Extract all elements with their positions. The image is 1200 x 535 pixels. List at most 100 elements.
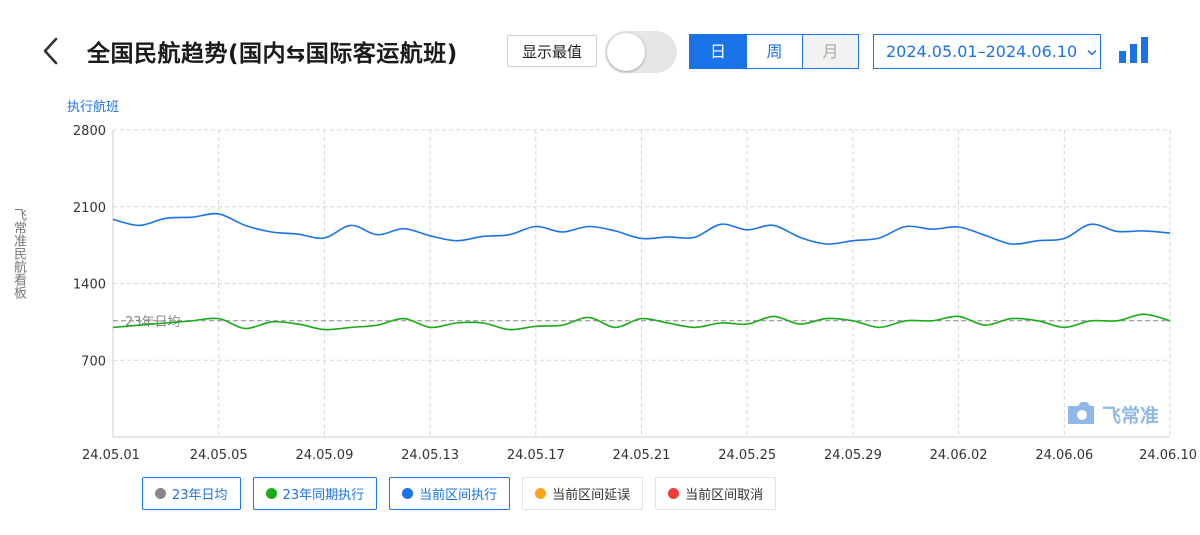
data-point[interactable] [560,323,564,327]
tab-week[interactable]: 周 [746,35,802,68]
data-point[interactable] [956,314,960,318]
data-point[interactable] [798,322,802,326]
side-vertical-label: 飞常准民航看板 [11,208,26,299]
data-point[interactable] [1141,312,1145,316]
data-point[interactable] [771,223,775,227]
legend-item-2023-avg[interactable]: 23年日均 [142,477,241,510]
data-point[interactable] [402,227,406,231]
data-point[interactable] [507,327,511,331]
data-point[interactable] [613,325,617,329]
data-point[interactable] [481,321,485,325]
data-point[interactable] [375,233,379,237]
data-point[interactable] [111,217,115,221]
data-point[interactable] [824,316,828,320]
data-point[interactable] [428,325,432,329]
data-point[interactable] [877,236,881,240]
data-point[interactable] [1009,242,1013,246]
date-range-select[interactable]: 2024.05.01–2024.06.10 [873,34,1101,69]
data-point[interactable] [771,314,775,318]
data-point[interactable] [851,319,855,323]
data-point[interactable] [1141,229,1145,233]
legend-item-current-cancelled[interactable]: 当前区间取消 [655,477,777,510]
data-point[interactable] [692,325,696,329]
data-point[interactable] [586,224,590,228]
data-point[interactable] [269,320,273,324]
data-point[interactable] [983,323,987,327]
data-point[interactable] [243,223,247,227]
show-extreme-toggle[interactable] [605,31,677,73]
data-point[interactable] [217,212,221,216]
data-point[interactable] [904,224,908,228]
data-point[interactable] [639,316,643,320]
data-point[interactable] [1089,222,1093,226]
legend-item-current-delayed[interactable]: 当前区间延误 [522,477,644,510]
data-point[interactable] [1062,236,1066,240]
data-point[interactable] [534,224,538,228]
data-point[interactable] [243,326,247,330]
y-axis-label: 执行航班 [67,99,119,115]
bar-chart-icon[interactable] [1118,36,1150,64]
data-point[interactable] [877,325,881,329]
data-point[interactable] [402,316,406,320]
data-point[interactable] [851,239,855,243]
show-extreme-label: 显示最值 [507,35,597,67]
back-arrow-icon[interactable] [38,36,64,66]
data-point[interactable] [322,327,326,331]
x-tick-label: 24.06.02 [930,448,988,463]
data-point[interactable] [269,230,273,234]
data-point[interactable] [745,322,749,326]
data-point[interactable] [930,227,934,231]
data-point[interactable] [349,325,353,329]
data-point[interactable] [798,235,802,239]
data-point[interactable] [930,319,934,323]
data-point[interactable] [164,321,168,325]
data-point[interactable] [1062,325,1066,329]
data-point[interactable] [666,321,670,325]
data-point[interactable] [454,321,458,325]
legend-dot [535,488,547,499]
data-point[interactable] [217,316,221,320]
legend-item-2023-same-period[interactable]: 23年同期执行 [252,477,378,510]
data-point[interactable] [375,323,379,327]
data-point[interactable] [1009,316,1013,320]
data-point[interactable] [296,322,300,326]
data-point[interactable] [1115,319,1119,323]
data-point[interactable] [428,234,432,238]
data-point[interactable] [666,235,670,239]
data-point[interactable] [164,216,168,220]
data-point[interactable] [454,239,458,243]
data-point[interactable] [824,242,828,246]
data-point[interactable] [719,321,723,325]
data-point[interactable] [586,315,590,319]
data-point[interactable] [1168,319,1172,323]
data-point[interactable] [322,236,326,240]
data-point[interactable] [481,234,485,238]
data-point[interactable] [613,229,617,233]
data-point[interactable] [719,222,723,226]
data-point[interactable] [1036,239,1040,243]
data-point[interactable] [190,319,194,323]
tab-day[interactable]: 日 [690,35,746,68]
tab-month[interactable]: 月 [802,35,858,68]
data-point[interactable] [639,236,643,240]
legend-item-current-executed[interactable]: 当前区间执行 [389,477,511,510]
data-point[interactable] [349,223,353,227]
data-point[interactable] [983,233,987,237]
data-point[interactable] [904,319,908,323]
data-point[interactable] [507,233,511,237]
data-point[interactable] [111,325,115,329]
data-point[interactable] [745,228,749,232]
data-point[interactable] [1115,229,1119,233]
data-point[interactable] [1089,319,1093,323]
data-point[interactable] [137,323,141,327]
data-point[interactable] [534,324,538,328]
data-point[interactable] [296,232,300,236]
legend-label: 当前区间执行 [419,488,498,503]
data-point[interactable] [137,223,141,227]
data-point[interactable] [956,225,960,229]
data-point[interactable] [1036,319,1040,323]
data-point[interactable] [692,235,696,239]
data-point[interactable] [1168,231,1172,235]
data-point[interactable] [190,215,194,219]
data-point[interactable] [560,230,564,234]
